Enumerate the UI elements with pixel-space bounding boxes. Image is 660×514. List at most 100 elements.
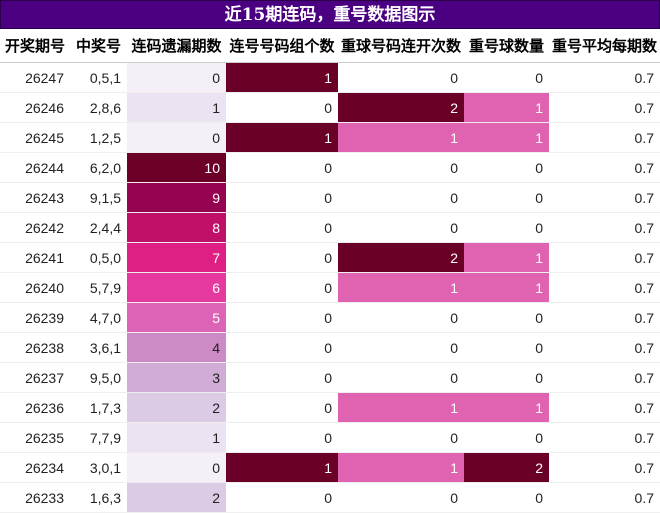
issue-cell: 26233 (25, 489, 64, 506)
repeat-count-cell: 0 (535, 489, 543, 506)
repeat-count-cell: 0 (535, 189, 543, 206)
table-row: 26237 9,5,0 3 0 0 0 0.7 (0, 362, 660, 393)
header-avg: 重号平均每期数 (549, 29, 660, 63)
repeat-run-cell: 0 (450, 69, 458, 86)
consec-cell: 0 (324, 489, 332, 506)
consec-cell: 0 (324, 99, 332, 116)
table-row: 26239 4,7,0 5 0 0 0 0.7 (0, 302, 660, 333)
repeat-count-cell: 0 (535, 429, 543, 446)
issue-cell: 26234 (25, 459, 64, 476)
numbers-cell: 2,4,4 (89, 219, 121, 236)
table-row: 26235 7,7,9 1 0 0 0 0.7 (0, 422, 660, 453)
issue-cell: 26246 (25, 99, 64, 116)
issue-cell: 26241 (25, 249, 64, 266)
miss-cell: 10 (127, 152, 226, 183)
issue-cell: 26247 (25, 69, 64, 86)
miss-cell: 1 (127, 422, 226, 453)
issue-cell: 26235 (25, 429, 64, 446)
issue-cell: 26237 (25, 369, 64, 386)
repeat-run-cell: 0 (450, 339, 458, 356)
consec-cell: 0 (324, 219, 332, 236)
consec-cell: 0 (324, 339, 332, 356)
table-row: 26244 6,2,0 10 0 0 0 0.7 (0, 152, 660, 183)
numbers-cell: 2,8,6 (89, 99, 121, 116)
issue-cell: 26242 (25, 219, 64, 236)
repeat-run-cell: 0 (450, 219, 458, 236)
repeat-count-cell: 1 (464, 392, 549, 423)
issue-cell: 26240 (25, 279, 64, 296)
avg-cell: 0.7 (634, 219, 654, 236)
repeat-count-cell: 1 (464, 242, 549, 273)
header-repeat-run: 重球号码连开次数 (338, 29, 464, 63)
repeat-run-cell: 0 (450, 159, 458, 176)
issue-cell: 26243 (25, 189, 64, 206)
issue-cell: 26245 (25, 129, 64, 146)
numbers-cell: 1,7,3 (89, 399, 121, 416)
table-row: 26240 5,7,9 6 0 1 1 0.7 (0, 272, 660, 303)
repeat-run-cell: 1 (338, 392, 464, 423)
numbers-cell: 3,0,1 (89, 459, 121, 476)
avg-cell: 0.7 (634, 459, 654, 476)
avg-cell: 0.7 (634, 489, 654, 506)
numbers-cell: 9,1,5 (89, 189, 121, 206)
consec-cell: 0 (324, 399, 332, 416)
miss-cell: 0 (127, 122, 226, 153)
avg-cell: 0.7 (634, 279, 654, 296)
numbers-cell: 3,6,1 (89, 339, 121, 356)
repeat-count-cell: 1 (464, 122, 549, 153)
repeat-count-cell: 0 (535, 309, 543, 326)
issue-cell: 26238 (25, 339, 64, 356)
miss-cell: 0 (127, 62, 226, 93)
avg-cell: 0.7 (634, 309, 654, 326)
numbers-cell: 0,5,1 (89, 69, 121, 86)
header-repeat-count: 重号球数量 (464, 29, 549, 63)
table-row: 26242 2,4,4 8 0 0 0 0.7 (0, 212, 660, 243)
table-row: 26233 1,6,3 2 0 0 0 0.7 (0, 482, 660, 513)
table-row: 26234 3,0,1 0 1 1 2 0.7 (0, 452, 660, 483)
consec-cell: 1 (226, 62, 338, 93)
miss-cell: 3 (127, 362, 226, 393)
repeat-count-cell: 0 (535, 369, 543, 386)
header-row: 开奖期号 中奖号 连码遗漏期数 连号号码组个数 重球号码连开次数 重号球数量 重… (0, 29, 660, 63)
miss-cell: 4 (127, 332, 226, 363)
avg-cell: 0.7 (634, 339, 654, 356)
consec-cell: 1 (226, 122, 338, 153)
repeat-count-cell: 0 (535, 219, 543, 236)
repeat-count-cell: 2 (464, 452, 549, 483)
consec-cell: 0 (324, 369, 332, 386)
numbers-cell: 1,2,5 (89, 129, 121, 146)
miss-cell: 1 (127, 92, 226, 123)
table-row: 26245 1,2,5 0 1 1 1 0.7 (0, 122, 660, 153)
repeat-count-cell: 0 (535, 69, 543, 86)
consec-cell: 0 (324, 189, 332, 206)
consec-cell: 0 (324, 279, 332, 296)
numbers-cell: 7,7,9 (89, 429, 121, 446)
avg-cell: 0.7 (634, 129, 654, 146)
avg-cell: 0.7 (634, 369, 654, 386)
avg-cell: 0.7 (634, 249, 654, 266)
repeat-run-cell: 1 (338, 122, 464, 153)
consec-cell: 1 (226, 452, 338, 483)
issue-cell: 26236 (25, 399, 64, 416)
consec-cell: 0 (324, 159, 332, 176)
numbers-cell: 4,7,0 (89, 309, 121, 326)
table-row: 26236 1,7,3 2 0 1 1 0.7 (0, 392, 660, 423)
miss-cell: 2 (127, 392, 226, 423)
avg-cell: 0.7 (634, 69, 654, 86)
table-row: 26238 3,6,1 4 0 0 0 0.7 (0, 332, 660, 363)
header-issue: 开奖期号 (0, 29, 70, 63)
repeat-run-cell: 0 (450, 189, 458, 206)
avg-cell: 0.7 (634, 399, 654, 416)
numbers-cell: 5,7,9 (89, 279, 121, 296)
table-row: 26247 0,5,1 0 1 0 0 0.7 (0, 62, 660, 93)
repeat-run-cell: 0 (450, 489, 458, 506)
table-row: 26241 0,5,0 7 0 2 1 0.7 (0, 242, 660, 273)
avg-cell: 0.7 (634, 99, 654, 116)
avg-cell: 0.7 (634, 159, 654, 176)
repeat-count-cell: 0 (535, 339, 543, 356)
issue-cell: 26239 (25, 309, 64, 326)
consec-cell: 0 (324, 309, 332, 326)
avg-cell: 0.7 (634, 189, 654, 206)
repeat-run-cell: 0 (450, 309, 458, 326)
repeat-count-cell: 1 (464, 92, 549, 123)
